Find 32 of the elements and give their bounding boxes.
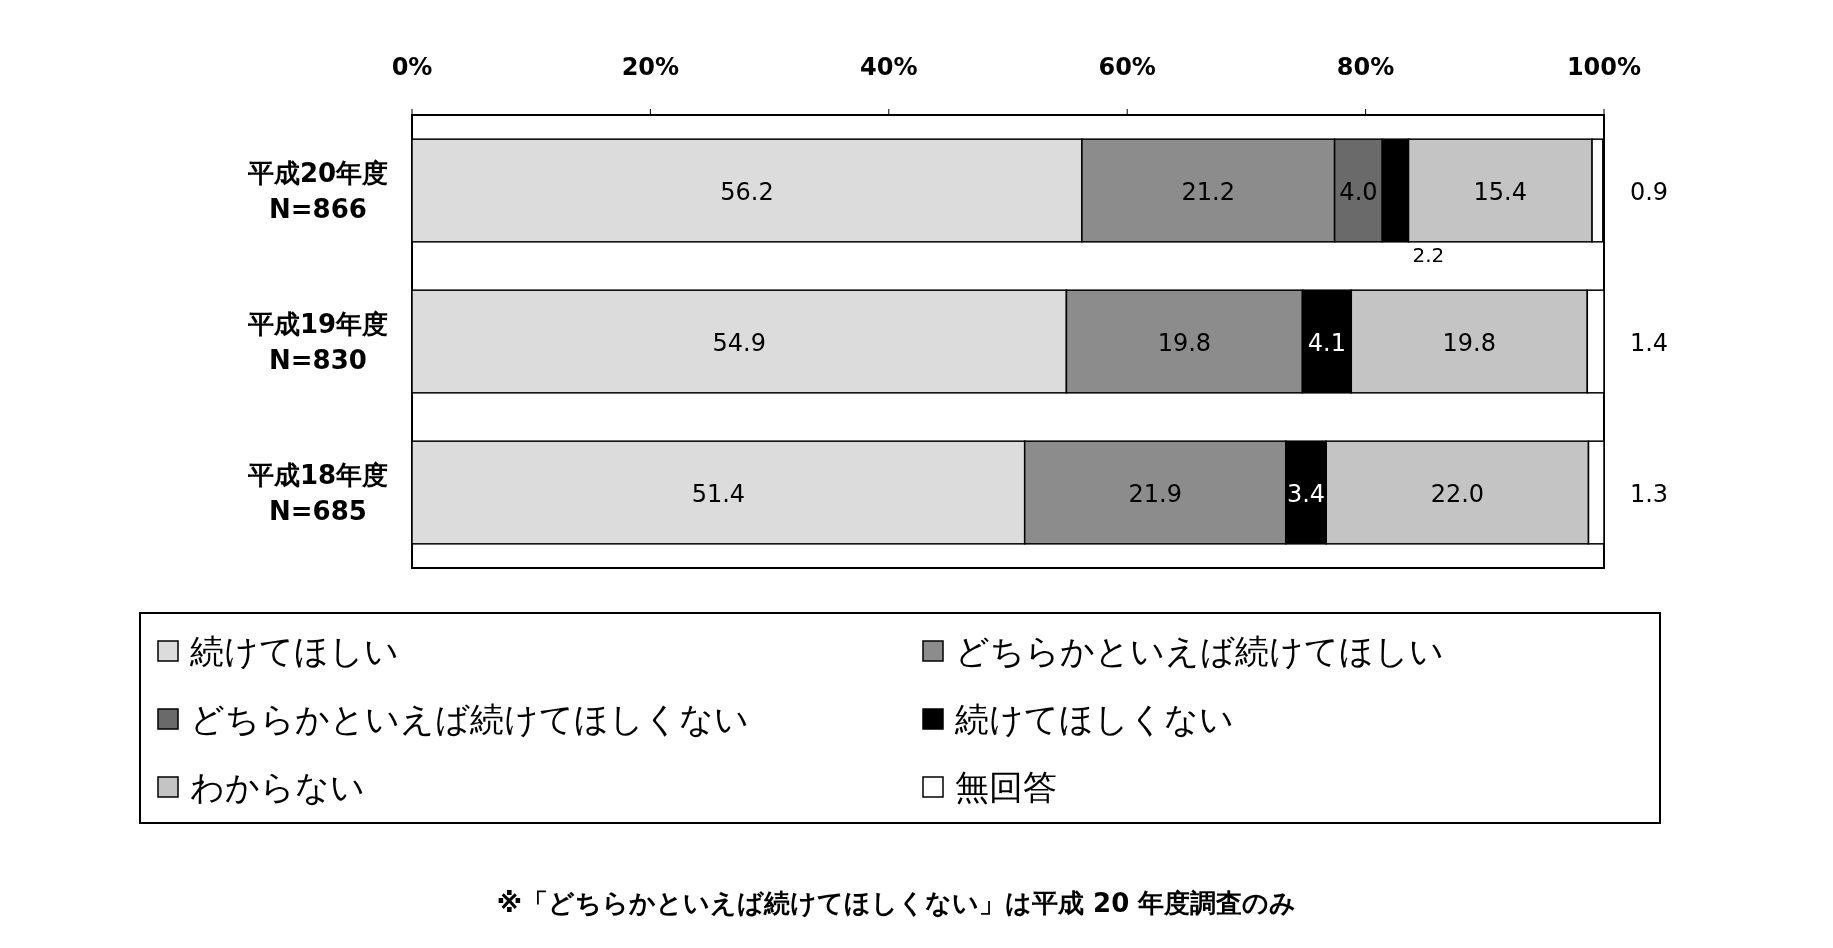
- legend-label: 無回答: [955, 767, 1057, 807]
- data-label: 1.3: [1629, 479, 1669, 508]
- data-label: 21.9: [1128, 479, 1182, 508]
- x-tick-label: 40%: [860, 53, 918, 81]
- data-label: 54.9: [712, 328, 766, 357]
- data-label: 4.1: [1307, 328, 1346, 357]
- data-label: 3.4: [1286, 479, 1326, 508]
- y-tick-label: 平成18年度 N=685: [246, 459, 389, 526]
- x-tick-label: 80%: [1336, 53, 1395, 81]
- data-label: 19.8: [1157, 328, 1212, 357]
- legend-label: 続けてほしい: [189, 631, 399, 671]
- data-label: 22.0: [1430, 479, 1485, 508]
- data-label: 1.4: [1629, 328, 1669, 357]
- text: ※「どちらかといえば続けてほしくない」は平成 20 年度調査のみ: [496, 888, 1297, 918]
- data-label: 56.2: [720, 177, 774, 206]
- data-label: 21.2: [1181, 177, 1235, 206]
- data-label: 0.9: [1629, 177, 1669, 206]
- legend-label: どちらかといえば続けてほしい: [955, 631, 1444, 671]
- x-tick-label: 0%: [391, 53, 433, 81]
- x-tick-label: 100%: [1566, 53, 1642, 81]
- data-label: 4.0: [1339, 177, 1378, 206]
- legend-label: 続けてほしくない: [954, 699, 1234, 739]
- data-label: 51.4: [691, 479, 746, 508]
- data-label: 2.2: [1412, 242, 1445, 267]
- y-tick-label: 平成19年度 N=830: [246, 308, 389, 375]
- legend-label: どちらかといえば続けてほしくない: [190, 699, 749, 739]
- x-tick-label: 20%: [621, 53, 680, 81]
- x-tick-label: 60%: [1098, 53, 1156, 81]
- legend-label: わからない: [190, 767, 365, 807]
- data-label: 15.4: [1473, 177, 1528, 206]
- data-label: 19.8: [1442, 328, 1497, 357]
- y-tick-label: 平成20年度 N=866: [246, 157, 389, 224]
